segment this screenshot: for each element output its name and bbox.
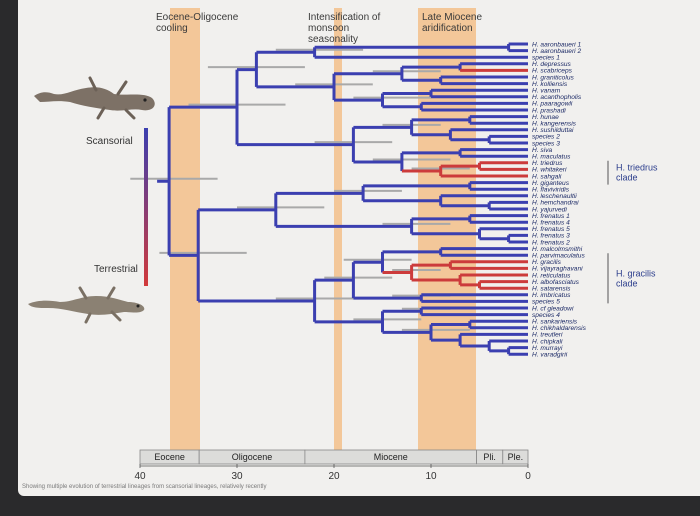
tip-label: H. satarensis <box>532 286 571 293</box>
time-band <box>170 8 200 450</box>
time-axis: 40 30 20 10 0 <box>134 464 531 482</box>
tip-label: H. aaronbaueri 2 <box>532 48 581 55</box>
phylogenetic-tree <box>157 42 528 356</box>
tip-label: H. frenatus 5 <box>532 226 570 233</box>
epoch-label: Pli. <box>483 452 496 462</box>
time-band <box>418 8 476 450</box>
tip-labels: H. aaronbaueri 1H. aaronbaueri 2species … <box>532 41 587 358</box>
tip-label: H. varadgirii <box>532 352 568 359</box>
phylogeny-figure: Eocene-Oligocene cooling Intensification o… <box>22 8 658 490</box>
tip-label: H. depressus <box>532 61 572 68</box>
tip-label: H. frenatus 3 <box>532 233 570 240</box>
tip-label: species 2 <box>532 134 560 141</box>
scansorial-gecko-icon <box>34 76 155 120</box>
caption-text: Showing multiple evolution of terrestria… <box>22 484 266 490</box>
tip-label: H. gracilis <box>532 259 562 266</box>
clade-brackets: H. triedrus clade H. gracilis clade <box>607 160 658 304</box>
epoch-cell <box>502 449 529 465</box>
tip-label: H. giganteus <box>532 180 570 187</box>
tip-label: H. kolliensis <box>532 81 568 88</box>
clade-label: H. gracilis clade <box>616 268 656 288</box>
axis-tick-label: 0 <box>525 471 531 482</box>
tip-label: H. parvimaculatus <box>532 253 585 260</box>
tip-label: species 3 <box>532 140 560 147</box>
tip-label: H. chipkali <box>532 338 563 345</box>
tip-label: H. reticulatus <box>532 272 571 279</box>
tip-label: H. vijayraghavani <box>532 266 583 273</box>
terrestrial-gecko-icon <box>28 286 145 324</box>
axis-tick-label: 40 <box>134 471 146 482</box>
tip-label: H. vanam <box>532 88 561 95</box>
tip-label: H. hemchandrai <box>532 200 579 207</box>
time-bands: Eocene-Oligocene cooling Intensification o… <box>156 8 482 450</box>
tip-label: H. sankariensis <box>532 319 578 326</box>
tip-label: H. whitakeri <box>532 167 567 174</box>
legend-scansorial-label: Scansorial <box>86 136 133 147</box>
tip-label: species 1 <box>532 55 560 62</box>
tip-label: species 5 <box>532 299 560 306</box>
tip-label: H. sahgali <box>532 173 562 180</box>
tip-label: H. maculatus <box>532 154 571 161</box>
trait-gradient-bar <box>144 128 148 286</box>
tip-label: H. aaronbaueri 1 <box>532 41 581 48</box>
time-band-label: Late Miocene aridification <box>422 12 482 34</box>
tip-label: H. albofasciatus <box>532 279 580 286</box>
tip-label: H. paaragowli <box>532 101 573 108</box>
tip-label: H. sushilduttai <box>532 127 574 134</box>
tip-label: H. frenatus 4 <box>532 220 570 227</box>
tip-label: H. hunae <box>532 114 559 121</box>
tip-label: H. graniticolus <box>532 74 574 81</box>
time-band-label: Intensification of monsoon seasonality <box>308 12 380 45</box>
tip-label: H. chikhaldarensis <box>532 325 587 332</box>
epoch-bar: Eocene Oligocene Miocene Pli. Ple. <box>139 449 529 465</box>
tip-label: H. triedrus <box>532 160 563 167</box>
tip-label: H. treutleri <box>532 332 563 339</box>
figure-paper: Eocene-Oligocene cooling Intensification o… <box>18 0 700 496</box>
tip-label: H. acanthopholis <box>532 94 582 101</box>
tip-label: H. yajurvedi <box>532 206 567 213</box>
epoch-label: Eocene <box>154 452 185 462</box>
tip-label: H. leschenaultii <box>532 193 577 200</box>
clade-label: H. triedrus clade <box>616 163 658 183</box>
tip-label: H. siva <box>532 147 552 154</box>
tip-label: H. prashadi <box>532 107 566 114</box>
epoch-label: Ple. <box>508 452 524 462</box>
tip-label: H. cf gleadowi <box>532 305 574 312</box>
tip-label: H. frenatus 1 <box>532 213 570 220</box>
tip-label: H. flaviviridis <box>532 187 570 194</box>
time-band-label: Eocene-Oligocene cooling <box>156 12 239 34</box>
axis-tick-label: 20 <box>328 471 340 482</box>
gecko-illustrations <box>28 76 155 324</box>
legend-terrestrial-label: Terrestrial <box>94 264 138 275</box>
tip-label: H. kangerensis <box>532 121 577 128</box>
axis-tick-label: 30 <box>231 471 243 482</box>
tip-label: H. murrayi <box>532 345 563 352</box>
time-band <box>334 8 342 450</box>
tip-label: H. imbricatus <box>532 292 571 299</box>
tip-label: H. frenatus 2 <box>532 239 570 246</box>
epoch-label: Oligocene <box>232 452 273 462</box>
axis-tick-label: 10 <box>425 471 437 482</box>
trait-legend: Scansorial Terrestrial <box>86 128 148 286</box>
epoch-label: Miocene <box>374 452 408 462</box>
tip-label: species 4 <box>532 312 560 319</box>
tip-label: H. scabriceps <box>532 68 573 75</box>
tip-label: H. malcolmsmithi <box>532 246 583 253</box>
